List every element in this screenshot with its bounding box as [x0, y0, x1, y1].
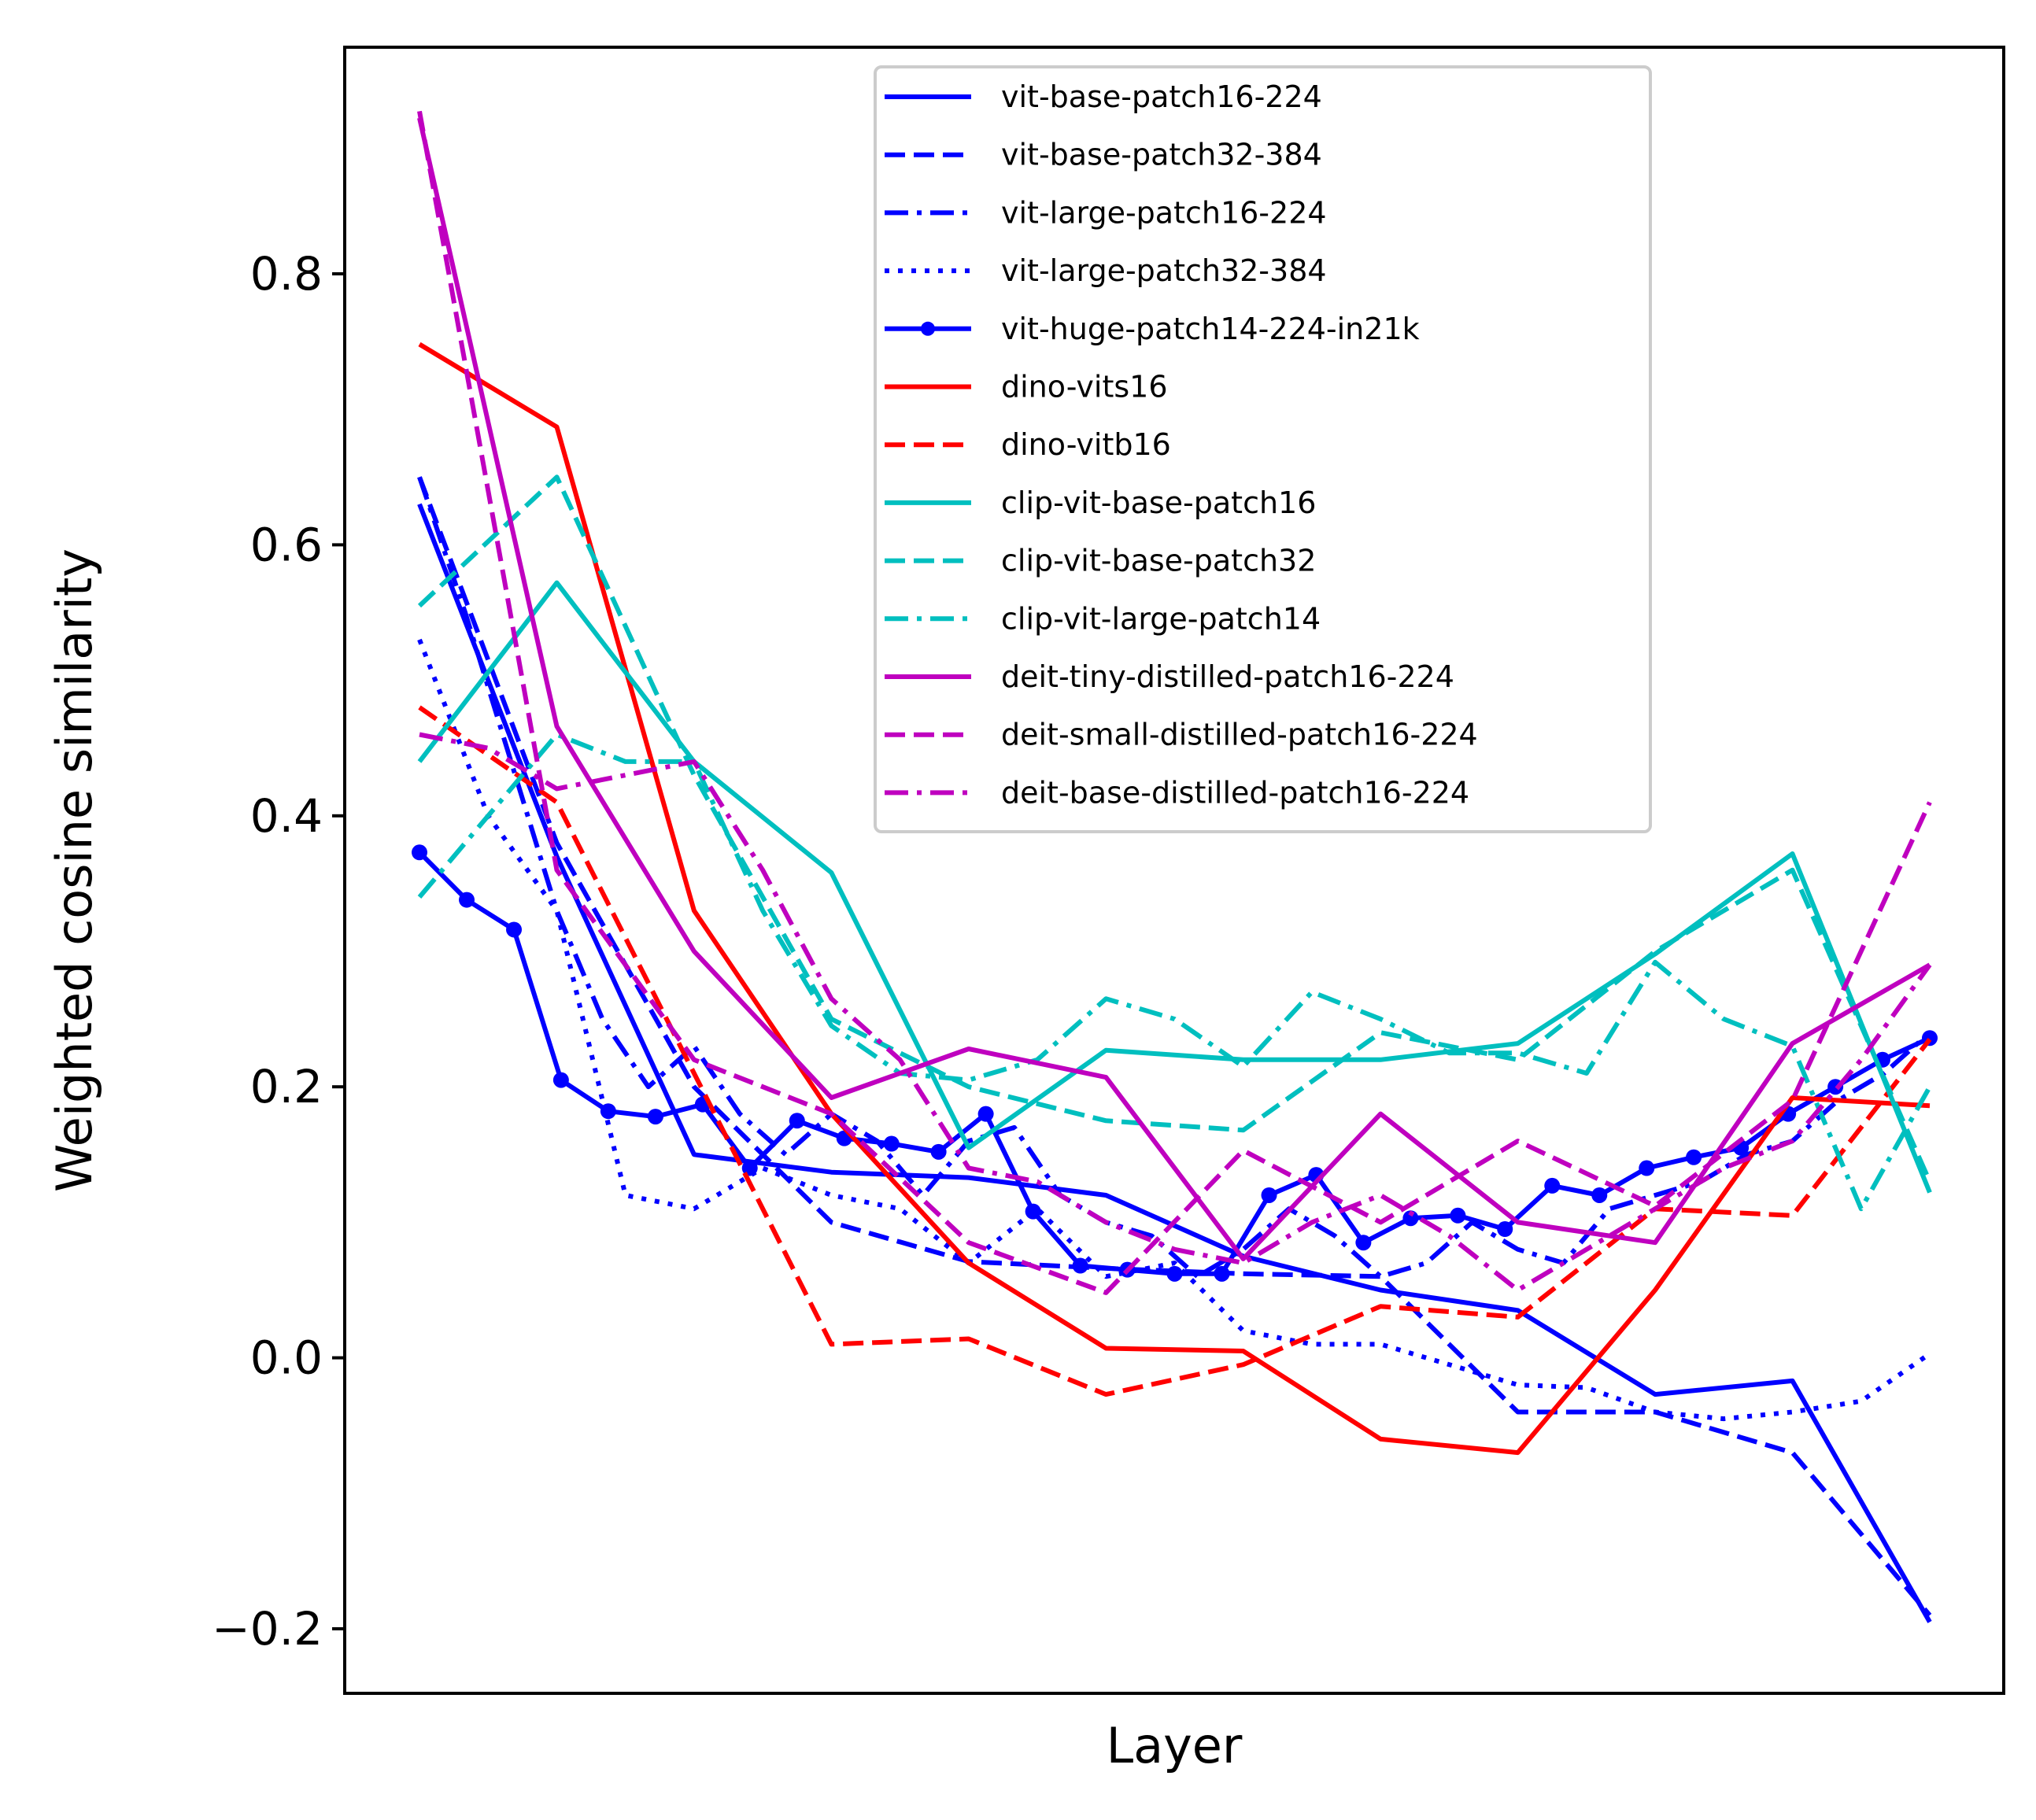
series-layer — [412, 110, 1938, 1623]
legend-label: vit-large-patch32-384 — [1001, 253, 1327, 288]
legend-label: deit-small-distilled-patch16-224 — [1001, 718, 1478, 752]
legend-label: deit-base-distilled-patch16-224 — [1001, 775, 1469, 810]
series-point-vit-huge-patch14-224-in21k — [1686, 1149, 1702, 1165]
y-axis: −0.2 0.0 0.2 0.4 0.6 0.8 — [212, 247, 345, 1656]
legend-label: vit-base-patch32-384 — [1001, 138, 1322, 172]
series-point-vit-huge-patch14-224-in21k — [1591, 1187, 1608, 1203]
legend-label: clip-vit-large-patch14 — [1001, 601, 1321, 636]
series-point-vit-huge-patch14-224-in21k — [506, 921, 523, 938]
series-line-vit-base-patch16-224 — [417, 503, 1932, 1623]
series-point-vit-huge-patch14-224-in21k — [1544, 1177, 1561, 1194]
y-axis-title: Weighted cosine similarity — [46, 548, 103, 1192]
legend-label: vit-large-patch16-224 — [1001, 195, 1327, 230]
legend-label: vit-base-patch16-224 — [1001, 79, 1322, 114]
series-line-deit-small-distilled-patch16-224 — [417, 110, 1932, 1295]
series-line-vit-large-patch32-384 — [417, 638, 1931, 1422]
series-line-vit-large-patch16-224 — [417, 476, 1931, 1279]
series-line-dino-vits16 — [418, 341, 1931, 1456]
series-point-vit-huge-patch14-224-in21k — [1166, 1265, 1183, 1282]
series-point-vit-huge-patch14-224-in21k — [1072, 1257, 1088, 1274]
plot-frame — [343, 46, 2005, 1695]
legend-label: clip-vit-base-patch16 — [1001, 485, 1316, 520]
series-point-vit-huge-patch14-224-in21k — [789, 1113, 805, 1129]
legend-label: clip-vit-base-patch32 — [1001, 544, 1316, 578]
series-point-vit-huge-patch14-224-in21k — [459, 892, 475, 908]
series-point-vit-huge-patch14-224-in21k — [1025, 1203, 1041, 1220]
legend-label: deit-tiny-distilled-patch16-224 — [1001, 659, 1454, 694]
legend: vit-base-patch16-224 vit-base-patch32-384… — [874, 65, 1652, 833]
series-point-vit-huge-patch14-224-in21k — [412, 844, 427, 861]
y-tick-label: 0.0 — [250, 1331, 323, 1385]
legend-box — [874, 65, 1652, 833]
series-point-vit-huge-patch14-224-in21k — [1497, 1221, 1513, 1238]
legend-marker — [921, 321, 935, 336]
series-point-vit-huge-patch14-224-in21k — [600, 1103, 616, 1120]
series-line-deit-tiny-distilled-patch16-224 — [417, 117, 1931, 1261]
series-point-vit-huge-patch14-224-in21k — [647, 1109, 663, 1125]
series-point-vit-huge-patch14-224-in21k — [930, 1143, 947, 1160]
series-point-vit-huge-patch14-224-in21k — [1261, 1187, 1277, 1203]
y-tick-label: 0.4 — [250, 789, 323, 843]
series-point-vit-huge-patch14-224-in21k — [883, 1135, 900, 1152]
series-line-clip-vit-large-patch14 — [417, 732, 1932, 1212]
series-point-vit-huge-patch14-224-in21k — [552, 1072, 569, 1088]
series-line-deit-base-distilled-patch16-224 — [419, 732, 1932, 1293]
series-point-vit-huge-patch14-224-in21k — [741, 1160, 758, 1176]
legend-label: vit-huge-patch14-224-in21k — [1001, 312, 1420, 346]
series-line-clip-vit-base-patch16 — [417, 580, 1932, 1194]
series-line-clip-vit-base-patch32 — [417, 474, 1932, 1183]
series-point-vit-huge-patch14-224-in21k — [1355, 1235, 1372, 1251]
series-point-vit-huge-patch14-224-in21k — [1450, 1207, 1466, 1224]
y-tick-label: 0.8 — [250, 247, 323, 301]
series-point-vit-huge-patch14-224-in21k — [1639, 1160, 1655, 1176]
x-axis-title: Layer — [1107, 1717, 1243, 1774]
legend-label: dino-vits16 — [1001, 370, 1168, 404]
y-tick-label: −0.2 — [212, 1602, 323, 1656]
series-point-vit-huge-patch14-224-in21k — [1402, 1210, 1419, 1227]
series-point-vit-huge-patch14-224-in21k — [977, 1106, 994, 1122]
legend-label: dino-vitb16 — [1001, 427, 1171, 462]
y-tick-label: 0.6 — [250, 518, 323, 571]
y-tick-label: 0.2 — [250, 1060, 323, 1113]
series-point-vit-huge-patch14-224-in21k — [1214, 1265, 1230, 1282]
